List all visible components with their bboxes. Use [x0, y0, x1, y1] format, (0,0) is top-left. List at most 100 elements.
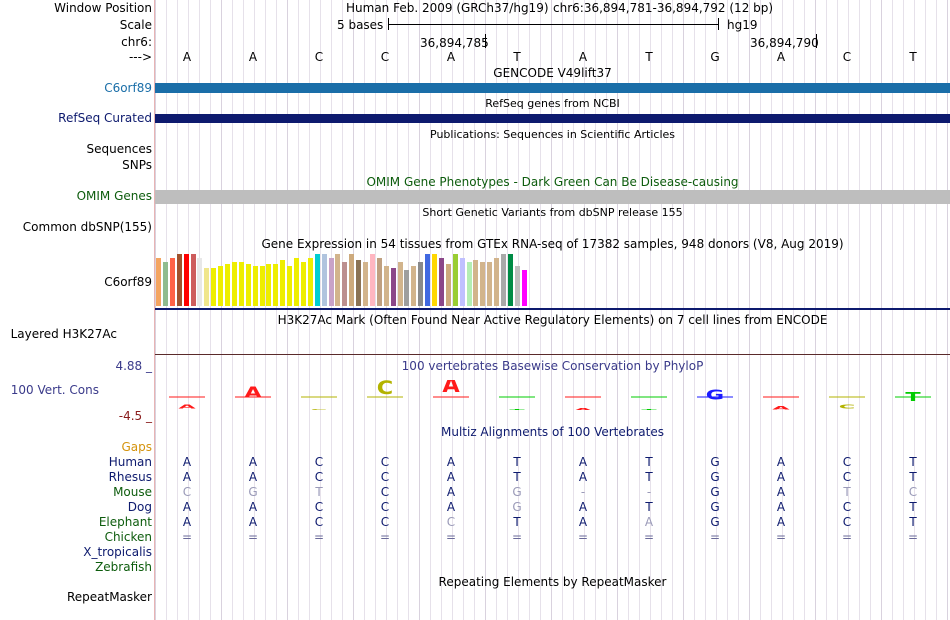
species-label-xtropicalis[interactable]: X_tropicalis	[83, 545, 152, 559]
gtex-tissue-bar[interactable]	[335, 254, 341, 306]
gtex-tissue-bar[interactable]	[294, 258, 299, 306]
gtex-tissue-bar[interactable]	[390, 268, 396, 306]
gtex-tissue-bar[interactable]	[307, 258, 313, 306]
gtex-tissue-bar[interactable]	[473, 260, 479, 306]
gtex-tissue-bar[interactable]	[169, 258, 175, 306]
sequence-base[interactable]: T	[909, 50, 917, 64]
gtex-tissue-bar[interactable]	[252, 266, 258, 306]
gtex-tissue-bar[interactable]	[218, 266, 224, 306]
gtex-tissue-bar[interactable]	[231, 262, 237, 306]
species-label-human[interactable]: Human	[108, 455, 152, 469]
track-label-refseq[interactable]: RefSeq Curated	[58, 111, 152, 125]
ruler-tick-1	[485, 34, 486, 48]
gtex-tissue-bar[interactable]	[507, 254, 513, 306]
gtex-tissue-bar[interactable]	[425, 254, 431, 306]
track-label-repeatmasker[interactable]: RepeatMasker	[66, 590, 152, 604]
track-label-h3k27ac[interactable]: Layered H3K27Ac	[10, 327, 117, 341]
sequence-base[interactable]: A	[248, 50, 258, 64]
sequence-base[interactable]: T	[645, 50, 653, 64]
gtex-tissue-bar[interactable]	[190, 254, 196, 306]
gtex-tissue-bar[interactable]	[397, 262, 403, 306]
gtex-tissue-bar[interactable]	[411, 266, 417, 306]
track-label-cons[interactable]: 100 Vert. Cons	[10, 383, 99, 397]
gtex-tissue-bar[interactable]	[259, 266, 265, 306]
gtex-tissue-bar[interactable]	[369, 254, 375, 306]
gtex-tissue-bar[interactable]	[300, 262, 306, 306]
gtex-tissue-bar[interactable]	[183, 254, 189, 306]
gtex-tissue-bar[interactable]	[404, 270, 410, 306]
gtex-tissue-bar[interactable]	[452, 254, 458, 306]
species-label-mouse[interactable]: Mouse	[113, 485, 152, 499]
species-label-elephant[interactable]: Elephant	[98, 515, 152, 529]
species-label-rhesus[interactable]: Rhesus	[108, 470, 152, 484]
gtex-tissue-bar[interactable]	[418, 262, 424, 306]
sequence-base[interactable]: C	[380, 50, 390, 64]
gtex-tissue-bar[interactable]	[521, 270, 527, 306]
gtex-tissue-bar[interactable]	[211, 268, 217, 306]
gtex-tissue-bar[interactable]	[501, 254, 506, 306]
track-label-c6orf89[interactable]: C6orf89	[104, 81, 152, 95]
grid-line	[837, 0, 838, 620]
sequence-base[interactable]: C	[842, 50, 852, 64]
gtex-tissue-bar[interactable]	[514, 266, 520, 306]
gtex-tissue-bar[interactable]	[238, 262, 244, 306]
track-label-snps[interactable]: SNPs	[122, 158, 152, 172]
omim-feature-bar[interactable]	[155, 190, 950, 204]
gtex-tissue-bar[interactable]	[432, 254, 437, 306]
gtex-tissue-bar[interactable]	[287, 266, 293, 306]
sequence-base[interactable]: T	[513, 50, 521, 64]
gtex-tissue-bar[interactable]	[273, 264, 279, 306]
gtex-tissue-bar[interactable]	[156, 258, 161, 306]
track-label-omim[interactable]: OMIM Genes	[76, 189, 152, 203]
dbsnp-title: Short Genetic Variants from dbSNP releas…	[422, 206, 683, 219]
gtex-tissue-bar[interactable]	[197, 258, 203, 306]
gtex-tissue-bar[interactable]	[225, 264, 230, 306]
gtex-tissue-bar[interactable]	[480, 262, 486, 306]
gtex-tissue-bar[interactable]	[176, 254, 182, 306]
sequence-base[interactable]: A	[446, 50, 456, 64]
track-label-gtex[interactable]: C6orf89	[104, 275, 152, 289]
track-label-sequences[interactable]: Sequences	[86, 142, 152, 156]
gtex-tissue-bar[interactable]	[376, 258, 382, 306]
species-label-chicken[interactable]: Chicken	[104, 530, 152, 544]
gtex-expression-bars[interactable]	[156, 250, 556, 306]
sequence-base[interactable]: A	[182, 50, 192, 64]
gtex-tissue-bar[interactable]	[494, 258, 500, 306]
gtex-tissue-bar[interactable]	[328, 258, 334, 306]
gtex-tissue-bar[interactable]	[162, 262, 168, 306]
gtex-tissue-bar[interactable]	[445, 264, 451, 306]
gtex-tissue-bar[interactable]	[363, 262, 368, 306]
gtex-tissue-bar[interactable]	[342, 262, 348, 306]
grid-line	[848, 0, 849, 620]
gtex-tissue-bar[interactable]	[314, 254, 320, 306]
sequence-base[interactable]: A	[578, 50, 588, 64]
grid-line	[518, 0, 519, 620]
sequence-base[interactable]: C	[314, 50, 324, 64]
gtex-tissue-bar[interactable]	[466, 262, 472, 306]
grid-line	[243, 0, 244, 620]
gtex-tissue-bar[interactable]	[321, 254, 327, 306]
track-label-dbsnp[interactable]: Common dbSNP(155)	[22, 220, 152, 234]
grid-line	[375, 0, 376, 620]
species-label-dog[interactable]: Dog	[127, 500, 152, 514]
alignment-base-elephant: T	[513, 515, 521, 529]
gtex-tissue-bar[interactable]	[266, 264, 272, 306]
grid-line	[760, 0, 761, 620]
gencode-feature-bar[interactable]	[155, 83, 950, 93]
refseq-feature-bar[interactable]	[155, 114, 950, 123]
sequence-base[interactable]: G	[710, 50, 720, 64]
gtex-tissue-bar[interactable]	[356, 260, 362, 306]
gtex-tissue-bar[interactable]	[349, 254, 355, 306]
grid-line	[210, 0, 211, 620]
gtex-tissue-bar[interactable]	[280, 260, 286, 306]
gtex-tissue-bar[interactable]	[487, 262, 493, 306]
gtex-tissue-bar[interactable]	[204, 268, 210, 306]
gtex-tissue-bar[interactable]	[438, 258, 444, 306]
track-label-gaps[interactable]: Gaps	[121, 440, 152, 454]
alignment-base-rhesus: A	[446, 470, 456, 484]
gtex-tissue-bar[interactable]	[383, 266, 389, 306]
sequence-base[interactable]: A	[776, 50, 786, 64]
species-label-zebrafish[interactable]: Zebrafish	[95, 560, 152, 574]
gtex-tissue-bar[interactable]	[459, 258, 465, 306]
gtex-tissue-bar[interactable]	[245, 264, 251, 306]
